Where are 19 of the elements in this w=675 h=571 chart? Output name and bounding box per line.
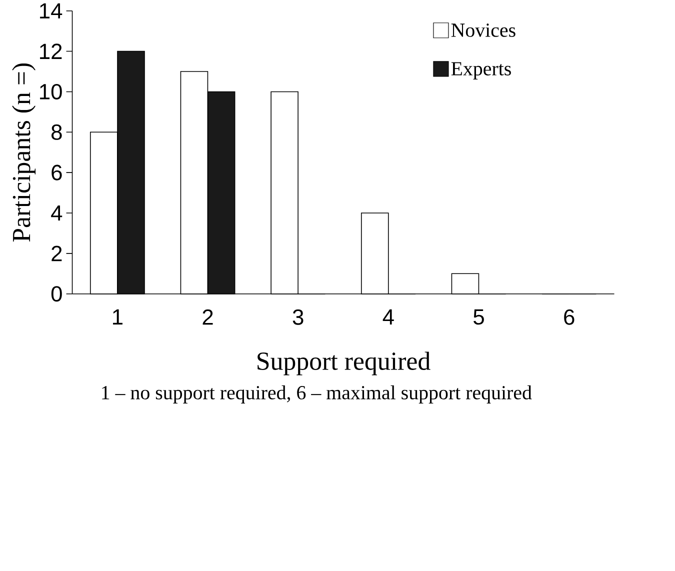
y-tick-label: 0 [51,286,62,302]
y-tick-label: 14 [40,3,62,18]
y-axis-title: Participants (n =) [12,64,36,242]
text: 1 – no support required, 6 – maximal support required [102,385,532,404]
x-tick-label: 2 [202,309,213,325]
x-tick-label: 3 [292,309,304,325]
x-tick-label: 4 [382,309,394,325]
x-axis-title: Support required [258,352,430,376]
x-tick-label: 6 [564,309,574,325]
x-tick-label: 1 [113,309,122,325]
y-tick-label: 6 [52,164,62,180]
y-tick-label: 12 [40,44,62,60]
y-tick-label: 8 [52,124,62,140]
y-tick-label: 4 [51,206,62,221]
legend-label: Experts [451,62,511,80]
y-tick-label: 2 [52,246,62,262]
legend-label: Novices [451,24,516,38]
y-tick-label: 10 [40,84,62,100]
x-tick-label: 5 [474,309,484,325]
